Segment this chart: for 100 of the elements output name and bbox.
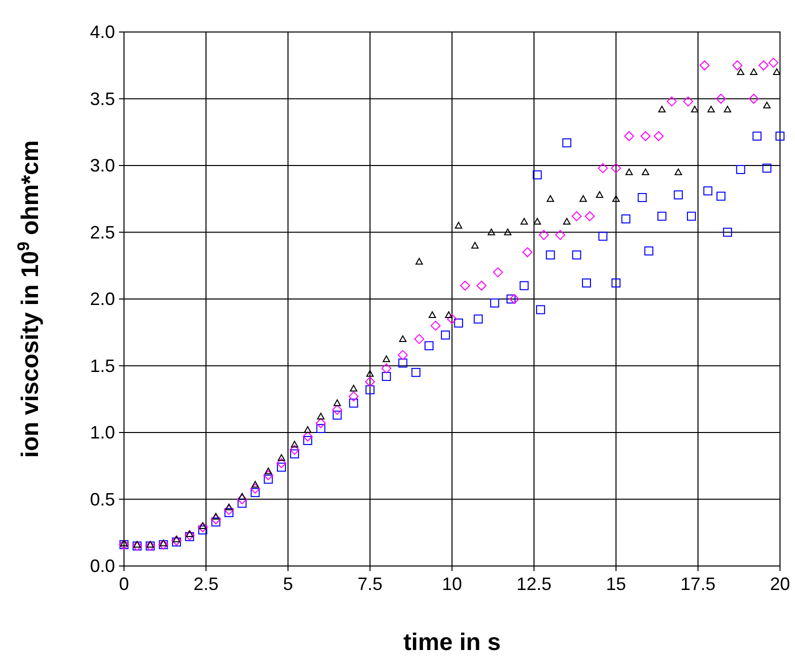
point — [428, 311, 436, 318]
point — [476, 280, 487, 291]
point — [381, 363, 392, 374]
point — [303, 436, 312, 446]
point — [582, 278, 591, 288]
point — [538, 230, 549, 240]
point — [133, 540, 141, 548]
point — [120, 540, 128, 546]
point — [186, 530, 194, 537]
point — [716, 192, 726, 201]
point — [666, 96, 677, 106]
point — [447, 314, 457, 324]
point — [683, 96, 694, 106]
point — [199, 522, 206, 529]
point — [454, 318, 464, 328]
point — [440, 330, 450, 340]
point — [762, 164, 772, 173]
point — [445, 311, 452, 318]
point — [596, 191, 604, 198]
point — [474, 314, 483, 324]
point — [546, 195, 554, 202]
point — [703, 186, 712, 196]
point — [399, 335, 406, 342]
x-tick-label: 17.5 — [680, 574, 716, 594]
y-tick-label: 0.0 — [90, 556, 115, 576]
point — [488, 228, 496, 236]
point — [580, 195, 587, 202]
point — [172, 536, 180, 542]
y-tick-label: 3.0 — [90, 156, 115, 176]
point — [534, 218, 541, 225]
y-tick-label: 1.0 — [90, 422, 115, 442]
point — [642, 168, 650, 176]
y-tick-label: 2.5 — [90, 222, 115, 242]
point — [638, 193, 647, 202]
point — [598, 163, 608, 174]
point — [210, 514, 221, 524]
point — [611, 163, 621, 174]
y-tick-label: 1.5 — [90, 356, 115, 376]
point — [520, 218, 528, 225]
y-tick-label: 4.0 — [90, 22, 115, 42]
point — [700, 60, 710, 70]
point — [674, 190, 683, 200]
point — [424, 341, 434, 350]
x-tick-label: 0 — [118, 574, 130, 594]
point — [160, 540, 168, 546]
point — [264, 468, 272, 474]
point — [414, 334, 424, 344]
point — [348, 391, 359, 402]
point — [612, 195, 620, 202]
point — [536, 305, 546, 314]
point — [250, 488, 260, 498]
point — [492, 267, 503, 278]
point — [349, 398, 358, 408]
point — [624, 131, 634, 142]
point — [752, 132, 762, 141]
point — [317, 412, 324, 420]
point — [382, 355, 390, 362]
point — [522, 247, 532, 258]
point — [238, 492, 246, 500]
point — [332, 410, 342, 420]
point — [224, 508, 234, 518]
point — [365, 376, 375, 387]
point — [674, 168, 682, 176]
x-tick-label: 7.5 — [357, 574, 383, 594]
x-tick-label: 20 — [770, 574, 790, 594]
point — [621, 214, 630, 224]
point — [460, 280, 470, 291]
point — [572, 250, 582, 260]
x-tick-label: 5 — [282, 574, 294, 594]
x-tick-label: 12.5 — [516, 574, 552, 594]
point — [572, 211, 582, 222]
point — [724, 106, 732, 112]
point — [316, 418, 326, 428]
point — [263, 470, 274, 480]
point — [350, 384, 358, 392]
point — [252, 480, 259, 488]
point — [416, 258, 423, 265]
point — [430, 320, 441, 331]
point — [382, 372, 391, 381]
point — [644, 246, 654, 256]
point — [736, 68, 744, 76]
point — [776, 132, 784, 141]
point — [768, 58, 778, 68]
point — [716, 94, 726, 104]
point — [732, 60, 742, 70]
x-tick-label: 2.5 — [193, 574, 219, 594]
point — [686, 212, 696, 221]
point — [366, 370, 374, 377]
point — [290, 449, 300, 458]
point — [398, 358, 408, 368]
point — [657, 212, 666, 221]
point — [290, 444, 300, 455]
point — [504, 228, 512, 236]
point — [211, 517, 220, 526]
point — [625, 168, 633, 176]
x-tick-label: 15 — [606, 574, 626, 594]
point — [640, 131, 651, 142]
point — [250, 484, 260, 494]
point — [748, 94, 759, 104]
point — [532, 170, 542, 180]
